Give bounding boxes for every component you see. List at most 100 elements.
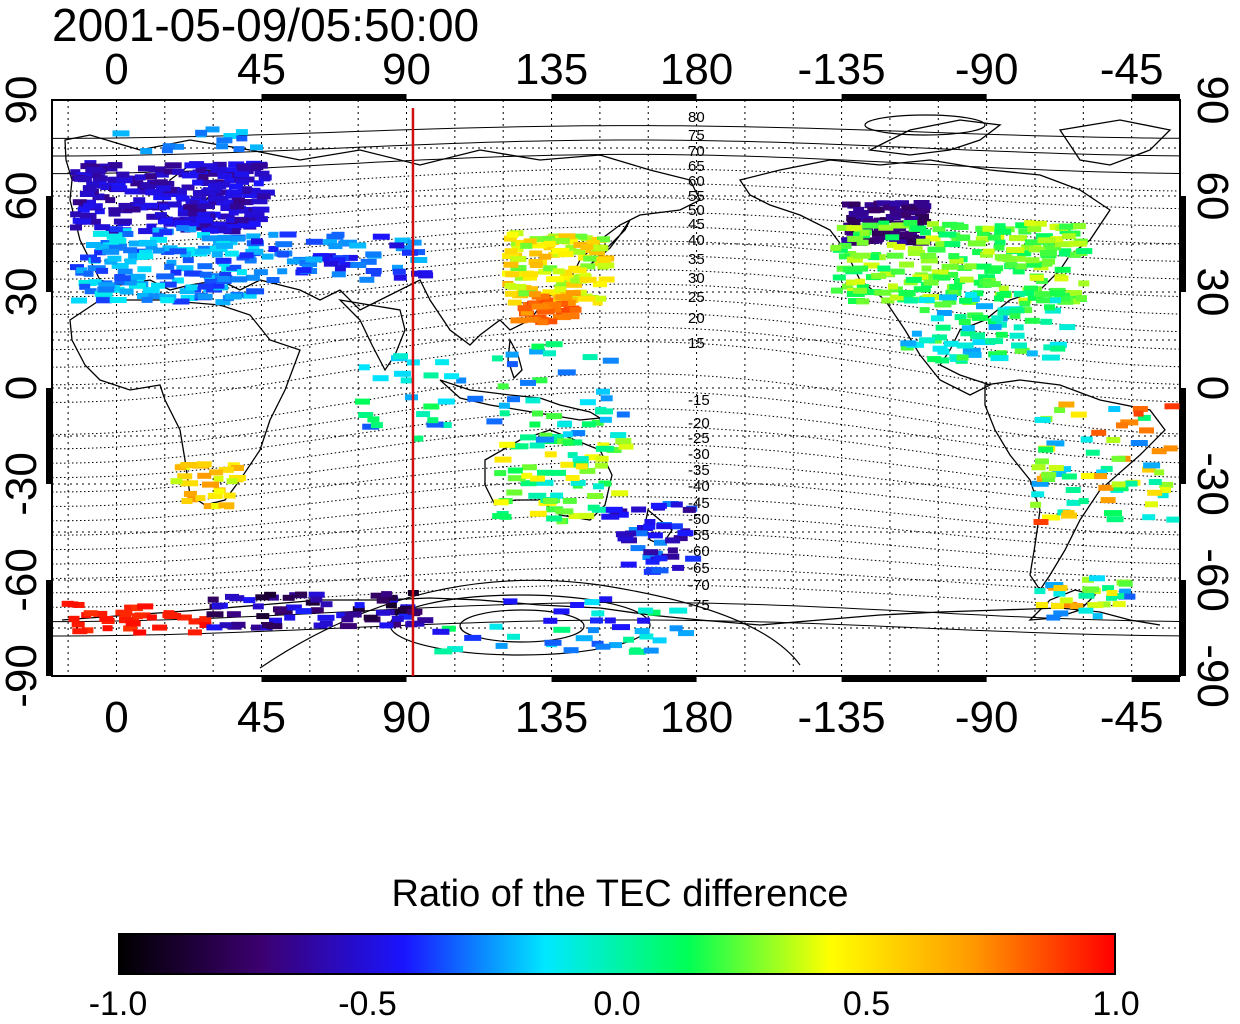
- tec-data-patch: [532, 377, 548, 384]
- tec-data-patch: [667, 547, 678, 554]
- tec-data-patch: [609, 642, 622, 649]
- tec-data-patch: [565, 475, 580, 481]
- tec-data-patch: [855, 278, 865, 285]
- tec-data-patch: [95, 297, 112, 304]
- tec-data-patch: [189, 199, 200, 206]
- tec-data-patch: [216, 242, 233, 249]
- tec-data-patch: [441, 422, 452, 428]
- tec-data-patch: [631, 530, 648, 537]
- tec-data-patch: [195, 217, 213, 224]
- tec-data-patch: [203, 179, 216, 186]
- tec-data-patch: [587, 504, 600, 511]
- tec-data-patch: [182, 257, 194, 264]
- tec-data-patch: [224, 293, 242, 300]
- tec-data-patch: [847, 236, 864, 242]
- tec-data-patch: [258, 174, 272, 181]
- tec-data-patch: [942, 221, 958, 228]
- tec-data-patch: [856, 209, 869, 216]
- tec-data-patch: [394, 609, 410, 615]
- tec-data-patch: [1148, 479, 1162, 485]
- tec-data-patch: [520, 379, 536, 386]
- tec-data-patch: [898, 236, 913, 242]
- tec-data-patch: [184, 226, 197, 233]
- tec-data-patch: [77, 206, 90, 213]
- tec-data-patch: [208, 195, 225, 202]
- tec-data-patch: [618, 443, 634, 450]
- tec-data-patch: [579, 272, 591, 279]
- tec-data-patch: [544, 301, 562, 308]
- tec-data-patch: [109, 226, 123, 233]
- tec-data-patch: [959, 276, 974, 283]
- top-border-segment: [841, 94, 987, 100]
- tec-data-patch: [1065, 487, 1081, 493]
- tec-data-patch: [410, 257, 428, 263]
- tec-data-patch: [1078, 498, 1089, 505]
- tec-data-patch: [1078, 607, 1094, 614]
- tec-data-patch: [401, 249, 418, 256]
- top-lon-tick-label: 0: [104, 45, 128, 94]
- tec-data-patch: [961, 325, 975, 332]
- tec-data-patch: [197, 211, 211, 218]
- tec-data-patch: [592, 281, 607, 288]
- tec-data-patch: [251, 624, 264, 631]
- tec-data-patch: [1130, 440, 1148, 446]
- tec-data-patch: [152, 247, 165, 254]
- tec-data-patch: [245, 248, 264, 255]
- tec-data-patch: [118, 202, 133, 209]
- tec-data-patch: [570, 480, 586, 486]
- top-lon-tick-label: 45: [237, 45, 286, 94]
- tec-data-patch: [595, 643, 611, 650]
- tec-data-patch: [213, 282, 225, 289]
- tec-data-patch: [227, 623, 242, 630]
- tec-data-patch: [873, 254, 886, 261]
- tec-data-patch: [662, 501, 679, 507]
- tec-data-patch: [580, 263, 596, 270]
- tec-data-patch: [146, 213, 161, 220]
- contour-label: 25: [688, 289, 705, 306]
- tec-data-patch: [1013, 324, 1024, 331]
- tec-data-patch: [1106, 590, 1118, 596]
- tec-data-patch: [108, 244, 123, 251]
- tec-data-patch: [935, 324, 951, 331]
- contour-label: 70: [688, 143, 705, 160]
- tec-data-patch: [102, 625, 113, 632]
- tec-data-patch: [1015, 222, 1031, 229]
- tec-data-patch: [78, 280, 97, 286]
- tec-data-patch: [86, 166, 103, 173]
- tec-data-patch: [153, 194, 172, 201]
- tec-data-patch: [1048, 465, 1064, 471]
- tec-data-patch: [1145, 501, 1158, 508]
- tec-data-patch: [144, 173, 157, 180]
- tec-data-patch: [903, 239, 917, 246]
- tec-data-patch: [170, 269, 182, 276]
- tec-data-patch: [1019, 300, 1031, 307]
- tec-data-patch: [978, 274, 995, 281]
- tec-data-patch: [331, 271, 346, 278]
- tec-data-patch: [203, 187, 222, 194]
- tec-data-patch: [130, 180, 144, 187]
- tec-data-patch: [893, 243, 906, 250]
- tec-data-patch: [1054, 275, 1069, 282]
- tec-data-patch: [1024, 317, 1040, 324]
- tec-data-patch: [195, 495, 206, 502]
- tec-data-patch: [937, 348, 950, 355]
- tec-data-patch: [136, 188, 151, 195]
- tec-data-patch: [82, 627, 94, 634]
- tec-data-patch: [405, 621, 418, 628]
- tec-data-patch: [170, 143, 185, 150]
- tec-data-patch: [995, 331, 1008, 338]
- tec-data-patch: [847, 219, 861, 226]
- tec-data-patch: [1000, 290, 1012, 297]
- tec-data-patch: [79, 191, 95, 197]
- tec-data-patch: [1042, 476, 1056, 482]
- tec-data-patch: [542, 498, 558, 504]
- tec-data-patch: [1119, 588, 1132, 595]
- tec-data-patch: [987, 234, 1001, 241]
- tec-data-patch: [116, 171, 130, 178]
- tec-data-patch: [905, 276, 922, 283]
- tec-data-patch: [643, 549, 659, 556]
- tec-data-patch: [1054, 266, 1071, 273]
- tec-data-patch: [508, 283, 527, 290]
- tec-data-patch: [938, 231, 957, 238]
- tec-data-patch: [181, 184, 195, 191]
